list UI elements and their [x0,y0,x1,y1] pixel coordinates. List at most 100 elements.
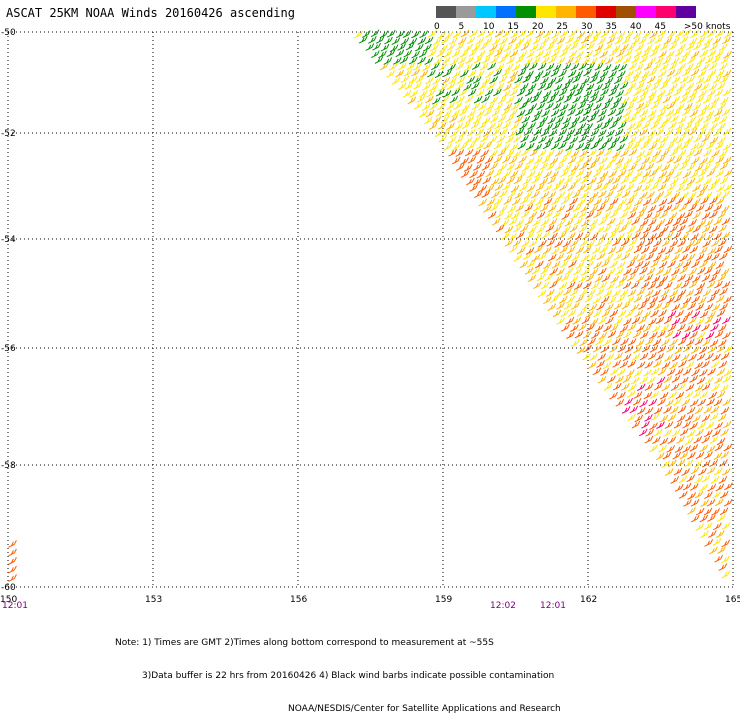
wind-barb [614,267,624,276]
wind-barb [605,316,614,325]
wind-barb [587,162,597,170]
wind-barb [669,224,679,233]
wind-barb [646,176,655,185]
wind-barb [675,184,685,193]
wind-barb [592,309,602,318]
wind-barb [659,42,669,51]
wind-barb [620,338,629,346]
wind-barb [677,149,687,157]
wind-barb [558,156,568,165]
wind-barb [614,56,624,64]
wind-barb [664,421,674,429]
wind-barb [721,570,731,579]
wind-barb [577,101,587,110]
wind-barb [589,232,599,241]
wind-barb [661,254,671,262]
wind-barb [714,245,723,254]
wind-barb [452,30,462,39]
wind-barbs [8,29,733,582]
wind-barb [713,452,723,460]
wind-barb [719,490,729,499]
wind-barb [686,474,696,483]
wind-barb [659,210,669,219]
wind-barb [699,246,708,255]
wind-barb [599,171,609,179]
wind-barb [535,260,544,269]
wind-barb [470,121,480,129]
wind-barb [666,69,676,77]
wind-barb [705,110,715,118]
wind-barb [562,62,572,71]
wind-barb [690,346,700,354]
wind-barb [703,507,713,516]
lat-label: -54 [1,235,16,245]
wind-barb [619,163,629,172]
wind-barb [627,338,637,346]
wind-barb [531,266,541,275]
wind-barb [491,190,500,199]
wind-barb [639,128,648,136]
wind-barb [607,330,617,338]
wind-barb [501,232,510,240]
wind-barb [646,376,656,385]
wind-barb [417,56,426,65]
wind-barb [578,224,588,233]
wind-barb [494,49,503,57]
wind-barb [673,155,683,164]
wind-barb [702,163,711,172]
wind-barb [631,141,641,150]
wind-barb [506,56,515,65]
wind-barb [543,197,553,206]
wind-barb [505,136,514,144]
legend-swatch [516,6,536,18]
wind-barb [718,360,728,369]
wind-barb [608,49,618,57]
wind-barb [695,523,704,531]
wind-barb [657,183,667,191]
legend-swatch [656,6,676,18]
wind-barb [591,246,601,255]
lon-label: 159 [435,595,452,605]
map-title: ASCAT 25KM NOAA Winds 20160426 ascending [6,6,295,20]
wind-barb [515,55,524,64]
wind-barb [646,95,655,103]
wind-barb [665,50,675,59]
wind-barb [696,141,706,150]
wind-barb [620,176,630,184]
wind-barb [714,443,724,452]
wind-barb [579,149,588,158]
wind-barb [621,406,631,414]
wind-barb [612,382,622,391]
wind-barb [661,361,671,370]
wind-barb [615,280,625,289]
wind-barb [632,330,642,339]
wind-barb [650,197,660,205]
wind-barb [464,136,473,145]
wind-barb [552,210,561,219]
wind-barb [656,142,666,150]
wind-barb [667,260,676,269]
wind-barb [615,157,624,165]
wind-barb [723,345,733,353]
wind-barb [638,75,648,84]
wind-barb [723,498,733,507]
wind-barb [667,436,677,444]
wind-barb [372,42,381,51]
wind-barb [520,210,530,219]
wind-barb [557,141,567,150]
wind-barb [607,296,617,305]
wind-barb [469,184,478,192]
wind-barb [648,68,658,77]
wind-barb [649,296,659,305]
wind-barb [661,383,671,392]
wind-barb [659,63,669,72]
wind-barb [620,238,630,247]
wind-barb [699,310,709,319]
time-label: 12:02 [490,601,516,611]
wind-barb [614,190,623,199]
wind-barb [653,254,662,262]
wind-barb [526,198,536,207]
wind-barb [715,169,725,178]
wind-barb [515,127,525,136]
wind-barb [464,43,473,52]
